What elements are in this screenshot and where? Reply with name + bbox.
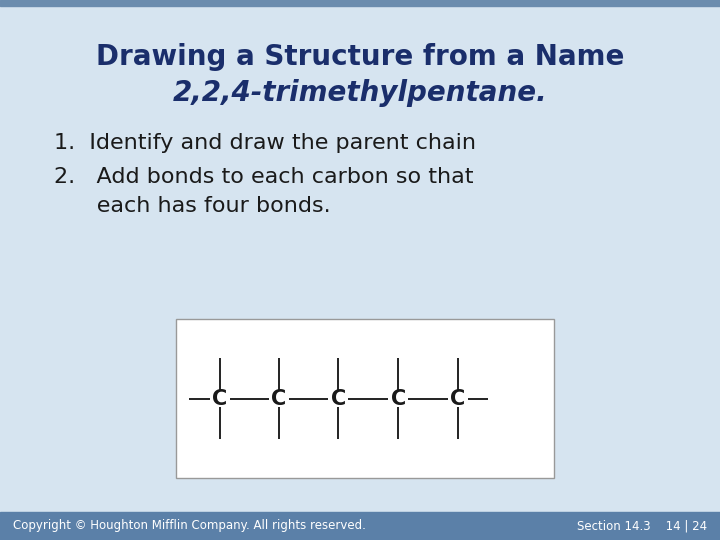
Text: Drawing a Structure from a Name: Drawing a Structure from a Name: [96, 43, 624, 71]
Text: Copyright © Houghton Mifflin Company. All rights reserved.: Copyright © Houghton Mifflin Company. Al…: [13, 519, 366, 532]
Bar: [0, 0, 720, 6]
Bar: [0, 512, 720, 540]
Text: C: C: [450, 388, 466, 409]
Text: C: C: [212, 388, 228, 409]
Text: 1.  Identify and draw the parent chain: 1. Identify and draw the parent chain: [54, 133, 476, 153]
Text: 2,2,4-trimethylpentane.: 2,2,4-trimethylpentane.: [173, 79, 547, 107]
Text: C: C: [330, 388, 346, 409]
Bar: [176, 319, 554, 478]
Text: C: C: [271, 388, 287, 409]
Text: each has four bonds.: each has four bonds.: [54, 196, 330, 217]
Text: C: C: [390, 388, 406, 409]
Text: 2.   Add bonds to each carbon so that: 2. Add bonds to each carbon so that: [54, 167, 474, 187]
Text: Section 14.3    14 | 24: Section 14.3 14 | 24: [577, 519, 707, 532]
